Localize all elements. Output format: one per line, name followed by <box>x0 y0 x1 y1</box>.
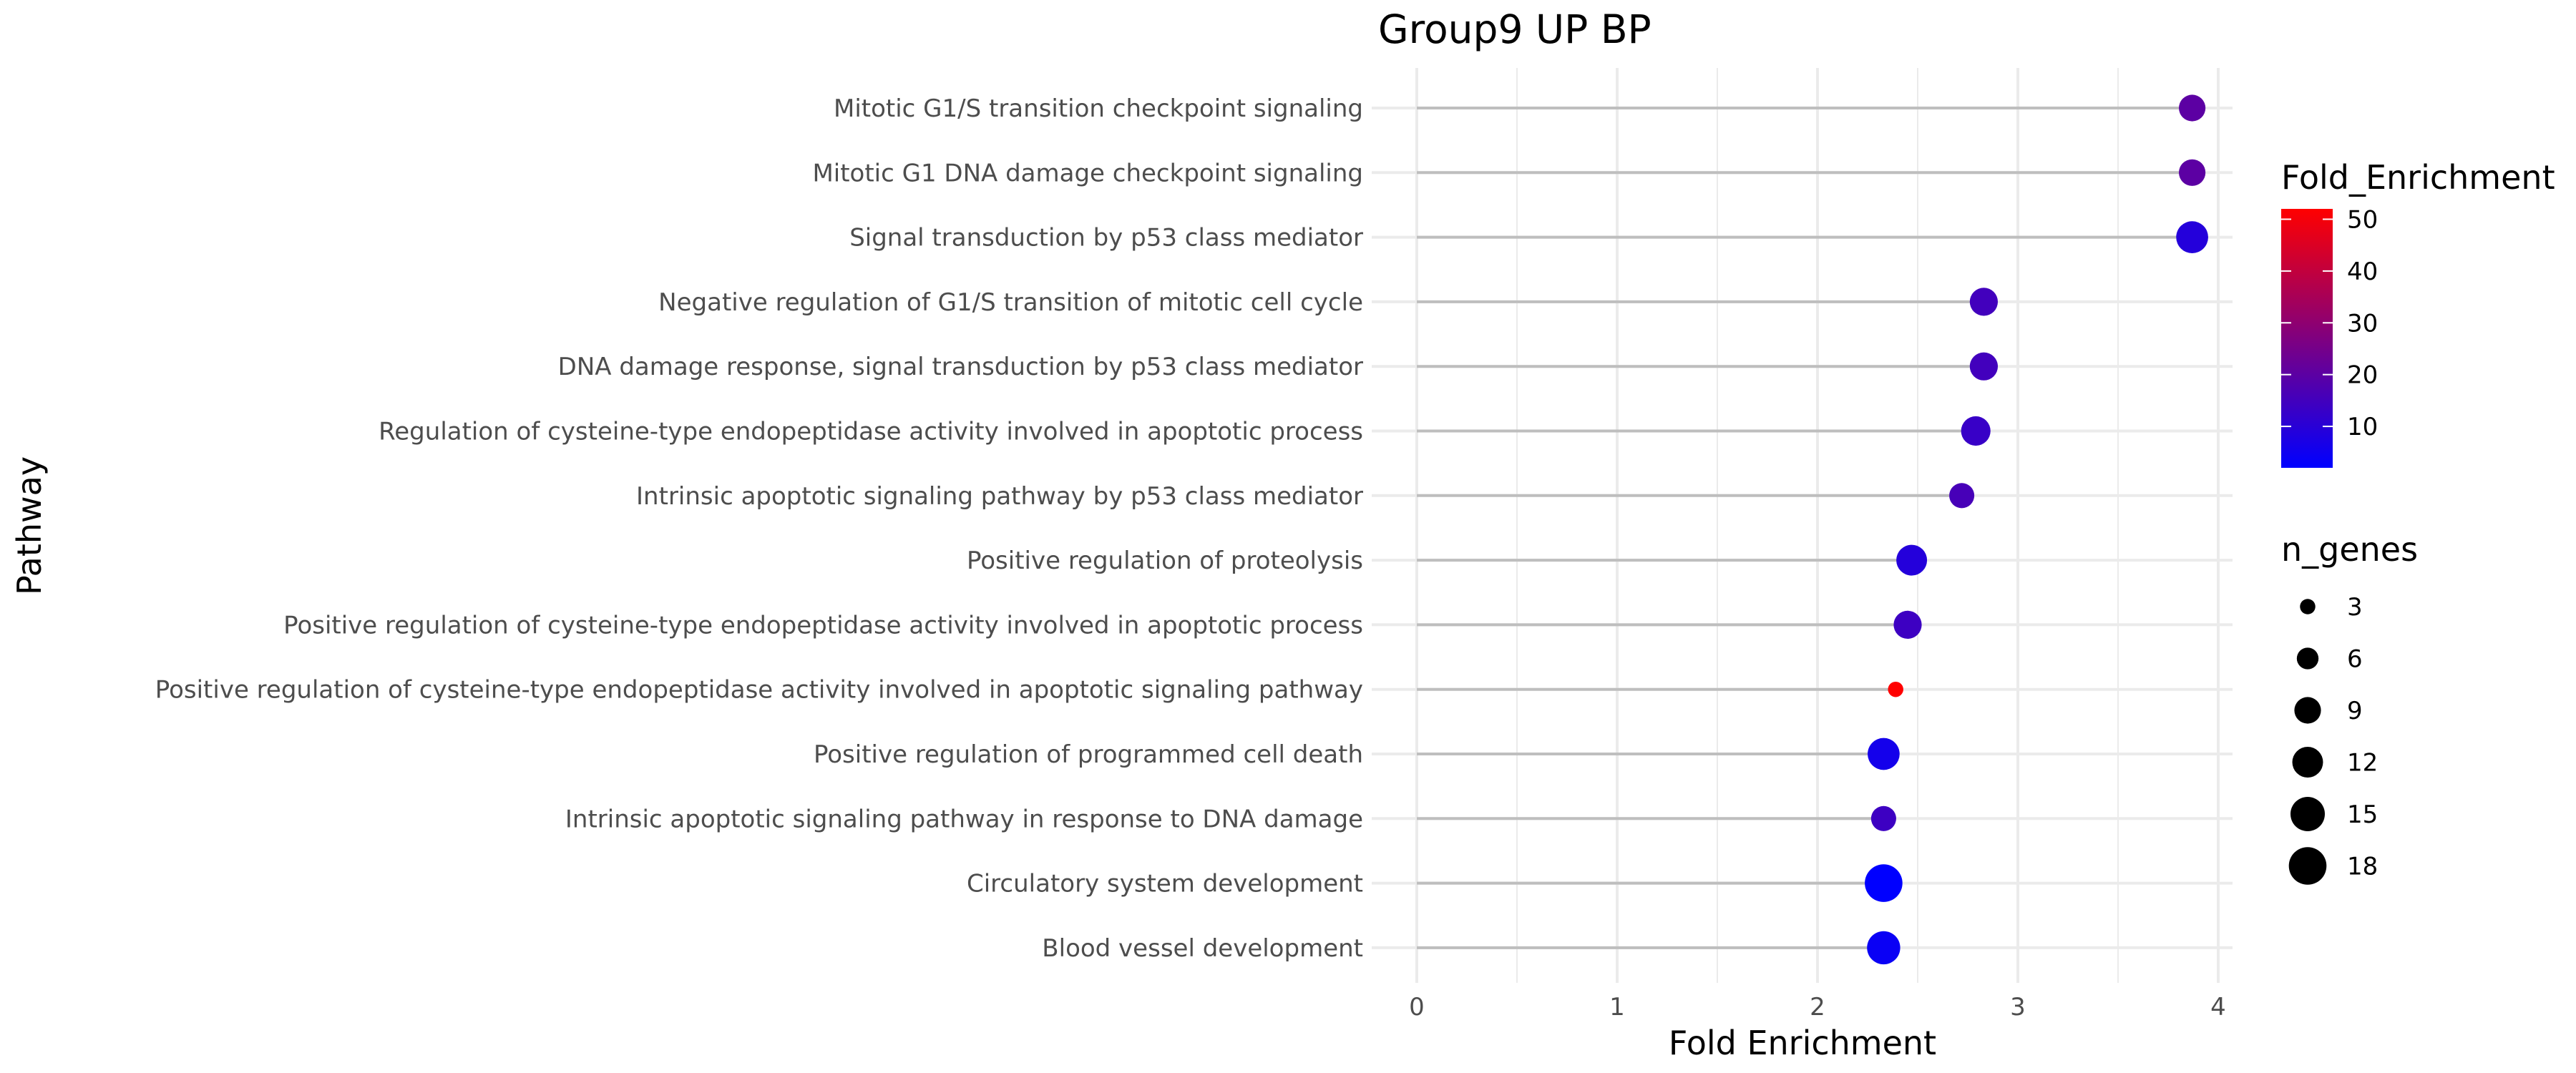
data-point <box>1893 610 1922 640</box>
size-legend-label: 12 <box>2347 749 2378 778</box>
size-legend-label: 15 <box>2347 800 2378 829</box>
color-legend-tick-label: 20 <box>2347 361 2378 390</box>
data-point <box>1868 738 1900 770</box>
size-legend-dot <box>2292 747 2323 778</box>
size-legend-dot <box>2290 796 2326 832</box>
data-point <box>2179 159 2206 186</box>
size-legend-label: 6 <box>2347 645 2363 674</box>
size-legend-label: 18 <box>2347 853 2378 881</box>
y-axis-title: Pathway <box>10 456 49 595</box>
x-tick-label: 4 <box>2210 993 2226 1021</box>
grid-lines <box>1372 68 2233 983</box>
color-legend-tick-label: 10 <box>2347 413 2378 441</box>
x-tick-label: 1 <box>1609 993 1625 1021</box>
category-label: Negative regulation of G1/S transition o… <box>658 288 1363 317</box>
data-point <box>1961 416 1991 446</box>
size-legend-dot <box>2296 647 2319 670</box>
x-tick-label: 2 <box>1810 993 1825 1021</box>
data-point <box>1949 483 1975 509</box>
color-legend-bar <box>2281 209 2333 468</box>
category-label: Intrinsic apoptotic signaling pathway by… <box>636 482 1363 511</box>
category-label: Intrinsic apoptotic signaling pathway in… <box>565 805 1363 833</box>
data-point <box>1896 544 1928 576</box>
size-legend: n_genes 3 6 9 12 15 18 <box>2281 530 2418 885</box>
data-point <box>2176 221 2208 253</box>
category-label: Blood vessel development <box>1042 934 1363 963</box>
x-axis-tick-labels: 0 1 2 3 4 <box>1409 993 2226 1021</box>
color-legend-ticks: 10 20 30 40 50 <box>2281 205 2378 441</box>
size-legend-label: 3 <box>2347 593 2363 622</box>
category-label: Mitotic G1 DNA damage checkpoint signali… <box>812 159 1363 187</box>
size-legend-label: 9 <box>2347 697 2363 725</box>
x-axis-title: Fold Enrichment <box>1669 1024 1936 1062</box>
data-point <box>1865 864 1903 902</box>
color-legend-title: Fold_Enrichment <box>2281 158 2555 197</box>
x-tick-label: 0 <box>1409 993 1425 1021</box>
category-label: DNA damage response, signal transduction… <box>558 353 1363 381</box>
category-label: Mitotic G1/S transition checkpoint signa… <box>834 94 1363 123</box>
category-label: Positive regulation of programmed cell d… <box>814 740 1363 769</box>
y-axis-category-labels: Mitotic G1/S transition checkpoint signa… <box>155 94 1363 963</box>
x-tick-label: 3 <box>2010 993 2026 1021</box>
data-point <box>1888 681 1903 697</box>
data-point <box>2179 94 2206 122</box>
data-point <box>1867 931 1901 965</box>
category-label: Regulation of cysteine-type endopeptidas… <box>379 418 1363 446</box>
color-legend-tick-label: 50 <box>2347 205 2378 234</box>
lollipop-stems <box>1417 107 2192 949</box>
category-label: Positive regulation of proteolysis <box>967 547 1363 575</box>
data-point <box>1969 352 1999 381</box>
color-legend-tick-label: 30 <box>2347 309 2378 338</box>
data-point <box>1870 805 1896 831</box>
category-label: Circulatory system development <box>967 870 1363 898</box>
size-legend-title: n_genes <box>2281 530 2418 569</box>
category-label: Signal transduction by p53 class mediato… <box>849 224 1363 253</box>
category-label: Positive regulation of cysteine-type end… <box>155 676 1363 705</box>
color-legend: Fold_Enrichment 10 20 30 40 50 <box>2281 158 2555 468</box>
chart-title: Group9 UP BP <box>1378 6 1652 52</box>
data-point <box>1969 288 1999 316</box>
color-legend-tick-label: 40 <box>2347 258 2378 286</box>
size-legend-dot <box>2294 697 2321 724</box>
category-label: Positive regulation of cysteine-type end… <box>283 611 1363 640</box>
size-legend-dot <box>2288 847 2327 885</box>
size-legend-items: 3 6 9 12 15 18 <box>2288 593 2378 885</box>
data-points <box>1865 94 2208 965</box>
size-legend-dot <box>2300 599 2316 614</box>
